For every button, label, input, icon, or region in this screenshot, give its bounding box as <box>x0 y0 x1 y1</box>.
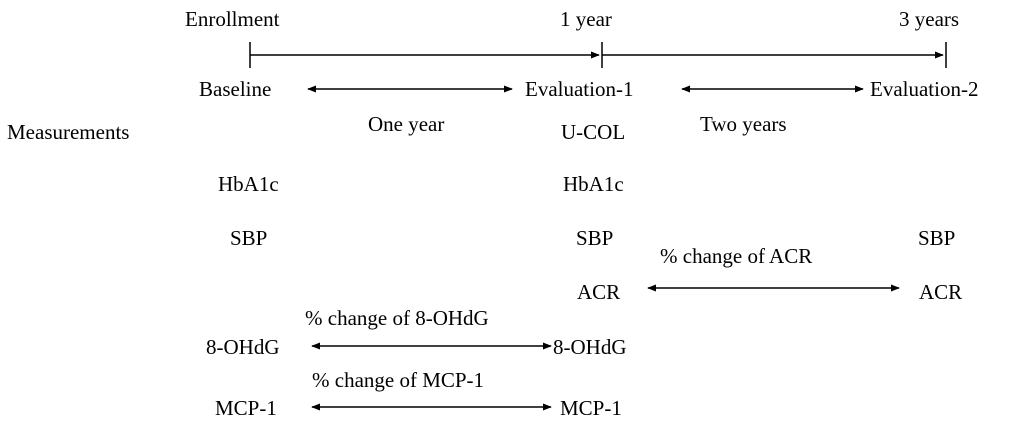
baseline-sbp: SBP <box>230 226 268 250</box>
evaluation-1-acr: ACR <box>577 280 621 304</box>
evaluation-1-mcp-1: MCP-1 <box>560 396 622 420</box>
evaluation-1-hba1c: HbA1c <box>563 172 624 196</box>
timeline-label-1-year: 1 year <box>560 7 612 31</box>
evaluation-2-acr: ACR <box>919 280 963 304</box>
timeline-label-enrollment: Enrollment <box>185 7 280 31</box>
evaluation-1-8-ohdg: 8-OHdG <box>553 335 627 359</box>
phase-evaluation-2: Evaluation-2 <box>870 77 979 101</box>
phase-evaluation-1: Evaluation-1 <box>525 77 634 101</box>
change-label-8-ohdg: % change of 8-OHdG <box>305 306 489 330</box>
interval-label-two-years: Two years <box>700 112 787 136</box>
interval-label-one-year: One year <box>368 112 445 136</box>
evaluation-1-u-col: U-COL <box>561 120 626 144</box>
change-label-acr: % change of ACR <box>660 244 813 268</box>
measurements-heading: Measurements <box>7 120 130 144</box>
phase-baseline: Baseline <box>199 77 272 101</box>
timeline-label-3-years: 3 years <box>899 7 960 31</box>
baseline-hba1c: HbA1c <box>218 172 279 196</box>
evaluation-2-sbp: SBP <box>918 226 956 250</box>
evaluation-1-sbp: SBP <box>576 226 614 250</box>
baseline-mcp-1: MCP-1 <box>215 396 277 420</box>
change-label-mcp-1: % change of MCP-1 <box>312 368 485 392</box>
baseline-8-ohdg: 8-OHdG <box>206 335 280 359</box>
